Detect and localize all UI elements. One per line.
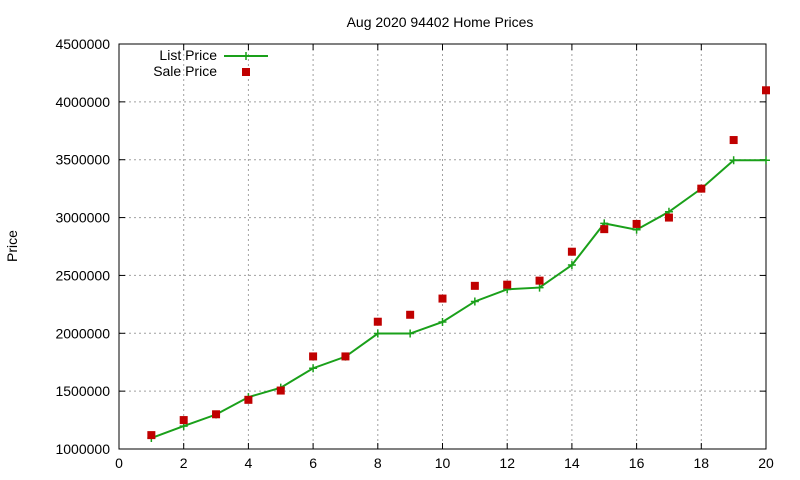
- sale-price-point: [762, 86, 770, 95]
- x-tick-label: 6: [309, 455, 317, 471]
- sale-price-point: [341, 352, 350, 361]
- legend-marker-sale-price: [242, 68, 250, 76]
- sale-price-point: [697, 184, 706, 193]
- sale-price-point: [406, 310, 415, 319]
- y-tick-label: 1000000: [55, 441, 110, 457]
- x-tick-label: 16: [629, 455, 645, 471]
- sale-price-point: [373, 317, 382, 326]
- x-tick-label: 2: [180, 455, 188, 471]
- sale-price-point: [535, 276, 544, 285]
- list-price-point: [762, 156, 770, 165]
- legend-label-sale-price: Sale Price: [153, 63, 217, 79]
- y-tick-label: 4000000: [55, 94, 110, 110]
- grid: [119, 44, 766, 449]
- sale-price-point: [179, 416, 188, 425]
- list-price-point: [406, 329, 415, 338]
- sale-price-point: [309, 352, 318, 361]
- y-axis-label: Price: [4, 230, 20, 262]
- x-tick-label: 4: [245, 455, 253, 471]
- sale-price-point: [244, 395, 253, 404]
- legend: List Price Sale Price: [153, 47, 268, 79]
- list-price-point: [470, 297, 479, 306]
- sale-price-point: [600, 225, 609, 234]
- x-tick-label: 0: [115, 455, 123, 471]
- sale-price-point: [664, 213, 673, 222]
- tick-labels: 0 2 4 6 8 10 12 14 16 18 20 1000000 1500000 2000000 25…: [55, 36, 774, 471]
- legend-marker-list-price: [242, 52, 250, 60]
- y-tick-label: 2500000: [55, 267, 110, 283]
- list-price-point: [373, 329, 382, 338]
- sale-price-point: [567, 247, 576, 256]
- sale-price-point: [147, 431, 156, 440]
- sale-price-point: [470, 281, 479, 290]
- x-tick-label: 12: [499, 455, 515, 471]
- y-tick-label: 3500000: [55, 152, 110, 168]
- sale-price-point: [729, 136, 738, 145]
- x-tick-label: 18: [694, 455, 710, 471]
- series-layer: [147, 86, 770, 443]
- x-tick-label: 8: [374, 455, 382, 471]
- list-price-point: [729, 156, 738, 165]
- list-price-line: [151, 159, 766, 439]
- sale-price-point: [632, 219, 641, 228]
- sale-price-point: [503, 280, 512, 289]
- chart-title: Aug 2020 94402 Home Prices: [347, 14, 534, 30]
- list-price-point: [438, 317, 447, 326]
- y-tick-label: 1500000: [55, 383, 110, 399]
- x-tick-label: 10: [435, 455, 451, 471]
- y-tick-label: 3000000: [55, 210, 110, 226]
- sale-price-point: [438, 294, 447, 303]
- legend-label-list-price: List Price: [159, 47, 217, 63]
- list-price-point: [535, 283, 544, 292]
- sale-price-point: [276, 386, 285, 395]
- list-price-point: [567, 261, 576, 270]
- axes: [118, 43, 767, 450]
- sale-price-point: [212, 410, 221, 419]
- list-price-point: [309, 364, 318, 373]
- y-tick-label: 4500000: [55, 36, 110, 52]
- x-tick-label: 20: [758, 455, 774, 471]
- y-tick-label: 2000000: [55, 325, 110, 341]
- x-tick-label: 14: [564, 455, 580, 471]
